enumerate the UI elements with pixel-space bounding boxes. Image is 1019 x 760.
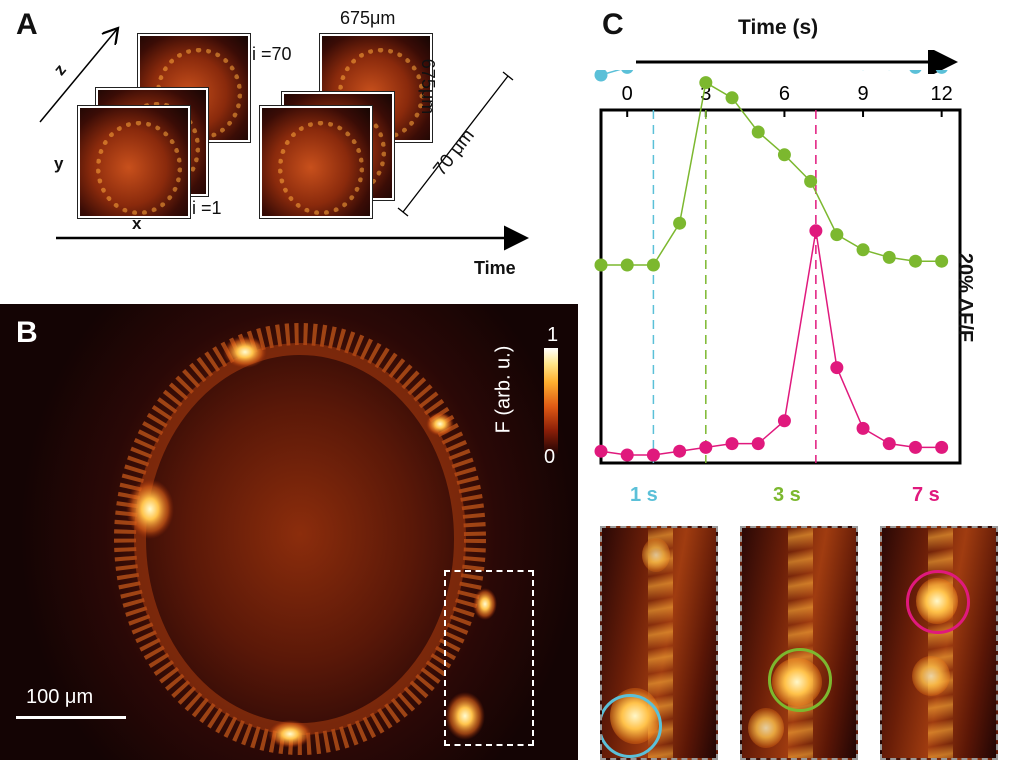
series-0-point-13 <box>935 70 948 74</box>
series-0-point-12 <box>909 70 922 74</box>
x-axis-label: x <box>132 214 142 233</box>
highlight-circle-3s <box>768 648 832 712</box>
x-tick-label-6: 6 <box>779 83 790 105</box>
x-tick-label-0: 0 <box>622 83 633 105</box>
calcium-trace-chart: 0 3 6 9 12 <box>594 70 962 465</box>
series-2-point-1 <box>620 448 634 462</box>
height-label: 675μm <box>418 58 439 115</box>
series-1-point-0 <box>594 258 608 272</box>
series-1-point-7 <box>777 148 791 162</box>
snapshot-label-3s: 3 s <box>773 484 801 506</box>
series-1-point-8 <box>804 174 818 188</box>
panel-label-a: A <box>16 8 38 41</box>
x-tick-label-9: 9 <box>857 83 868 105</box>
series-2-point-6 <box>751 437 765 451</box>
fluorescence-image: 1 0 F (arb. u.) 100 μm <box>0 304 578 760</box>
panel-label-b: B <box>16 316 38 349</box>
series-2-point-9 <box>830 361 844 375</box>
stack-right-frame-bottom <box>260 106 372 218</box>
z-axis-arrow <box>39 28 118 123</box>
panel-label-c: C <box>602 8 624 41</box>
index-top-label: i =70 <box>252 44 292 64</box>
series-1-point-11 <box>882 250 896 264</box>
series-2-point-0 <box>594 444 608 458</box>
series-2-point-8 <box>809 224 823 238</box>
series-2-point-5 <box>725 437 739 451</box>
selection-box[interactable] <box>444 570 534 746</box>
series-2-point-4 <box>699 440 713 454</box>
x-tick-label-3: 3 <box>700 83 711 105</box>
panel-a-axes <box>39 0 529 251</box>
series-1-point-1 <box>620 258 634 272</box>
series-1-point-3 <box>673 216 687 230</box>
series-1-point-12 <box>908 254 922 268</box>
colorbar-min: 0 <box>544 446 556 468</box>
series-0-point-1 <box>621 70 634 74</box>
series-2-point-13 <box>935 440 949 454</box>
x-tick-label-12: 12 <box>931 83 953 105</box>
series-2-point-11 <box>882 437 896 451</box>
scale-bar <box>16 716 126 719</box>
series-1-point-6 <box>751 125 765 139</box>
series-1-point-10 <box>856 243 870 257</box>
time-label-a: Time <box>474 258 516 278</box>
scale-label: 20% ΔF/F <box>954 252 977 343</box>
stack-left-frame-bottom <box>78 106 190 218</box>
y-axis-label: y <box>54 154 64 173</box>
series-2-point-10 <box>856 421 870 435</box>
colorbar-max: 1 <box>547 324 559 346</box>
series-2-point-2 <box>646 448 660 462</box>
snapshot-3s <box>740 526 858 760</box>
colorbar <box>544 348 558 454</box>
snapshot-label-7s: 7 s <box>912 484 940 506</box>
snapshot-7s <box>880 526 998 760</box>
series-1-point-9 <box>830 228 844 242</box>
series-2-point-7 <box>777 414 791 428</box>
index-bottom-label: i =1 <box>192 198 222 218</box>
highlight-circle-7s <box>906 570 970 634</box>
time-axis-title: Time (s) <box>738 16 819 39</box>
series-1-point-13 <box>935 254 949 268</box>
plot-frame <box>599 108 962 465</box>
series-1-point-5 <box>725 91 739 105</box>
series-2-point-12 <box>908 440 922 454</box>
depth-scale-line <box>402 75 509 213</box>
series-2-point-3 <box>673 444 687 458</box>
series-line-0 <box>600 70 621 76</box>
snapshot-label-1s: 1 s <box>630 484 658 506</box>
highlight-circle-1s <box>602 694 662 758</box>
snapshot-1s <box>600 526 718 760</box>
series-0-point-0 <box>594 70 608 82</box>
scale-bar-label: 100 μm <box>26 686 94 708</box>
series-1-point-4 <box>699 76 713 90</box>
series-1-point-2 <box>646 258 660 272</box>
colorbar-label: F (arb. u.) <box>492 345 515 434</box>
width-label: 675μm <box>340 8 396 28</box>
time-arrow-c <box>636 50 958 74</box>
